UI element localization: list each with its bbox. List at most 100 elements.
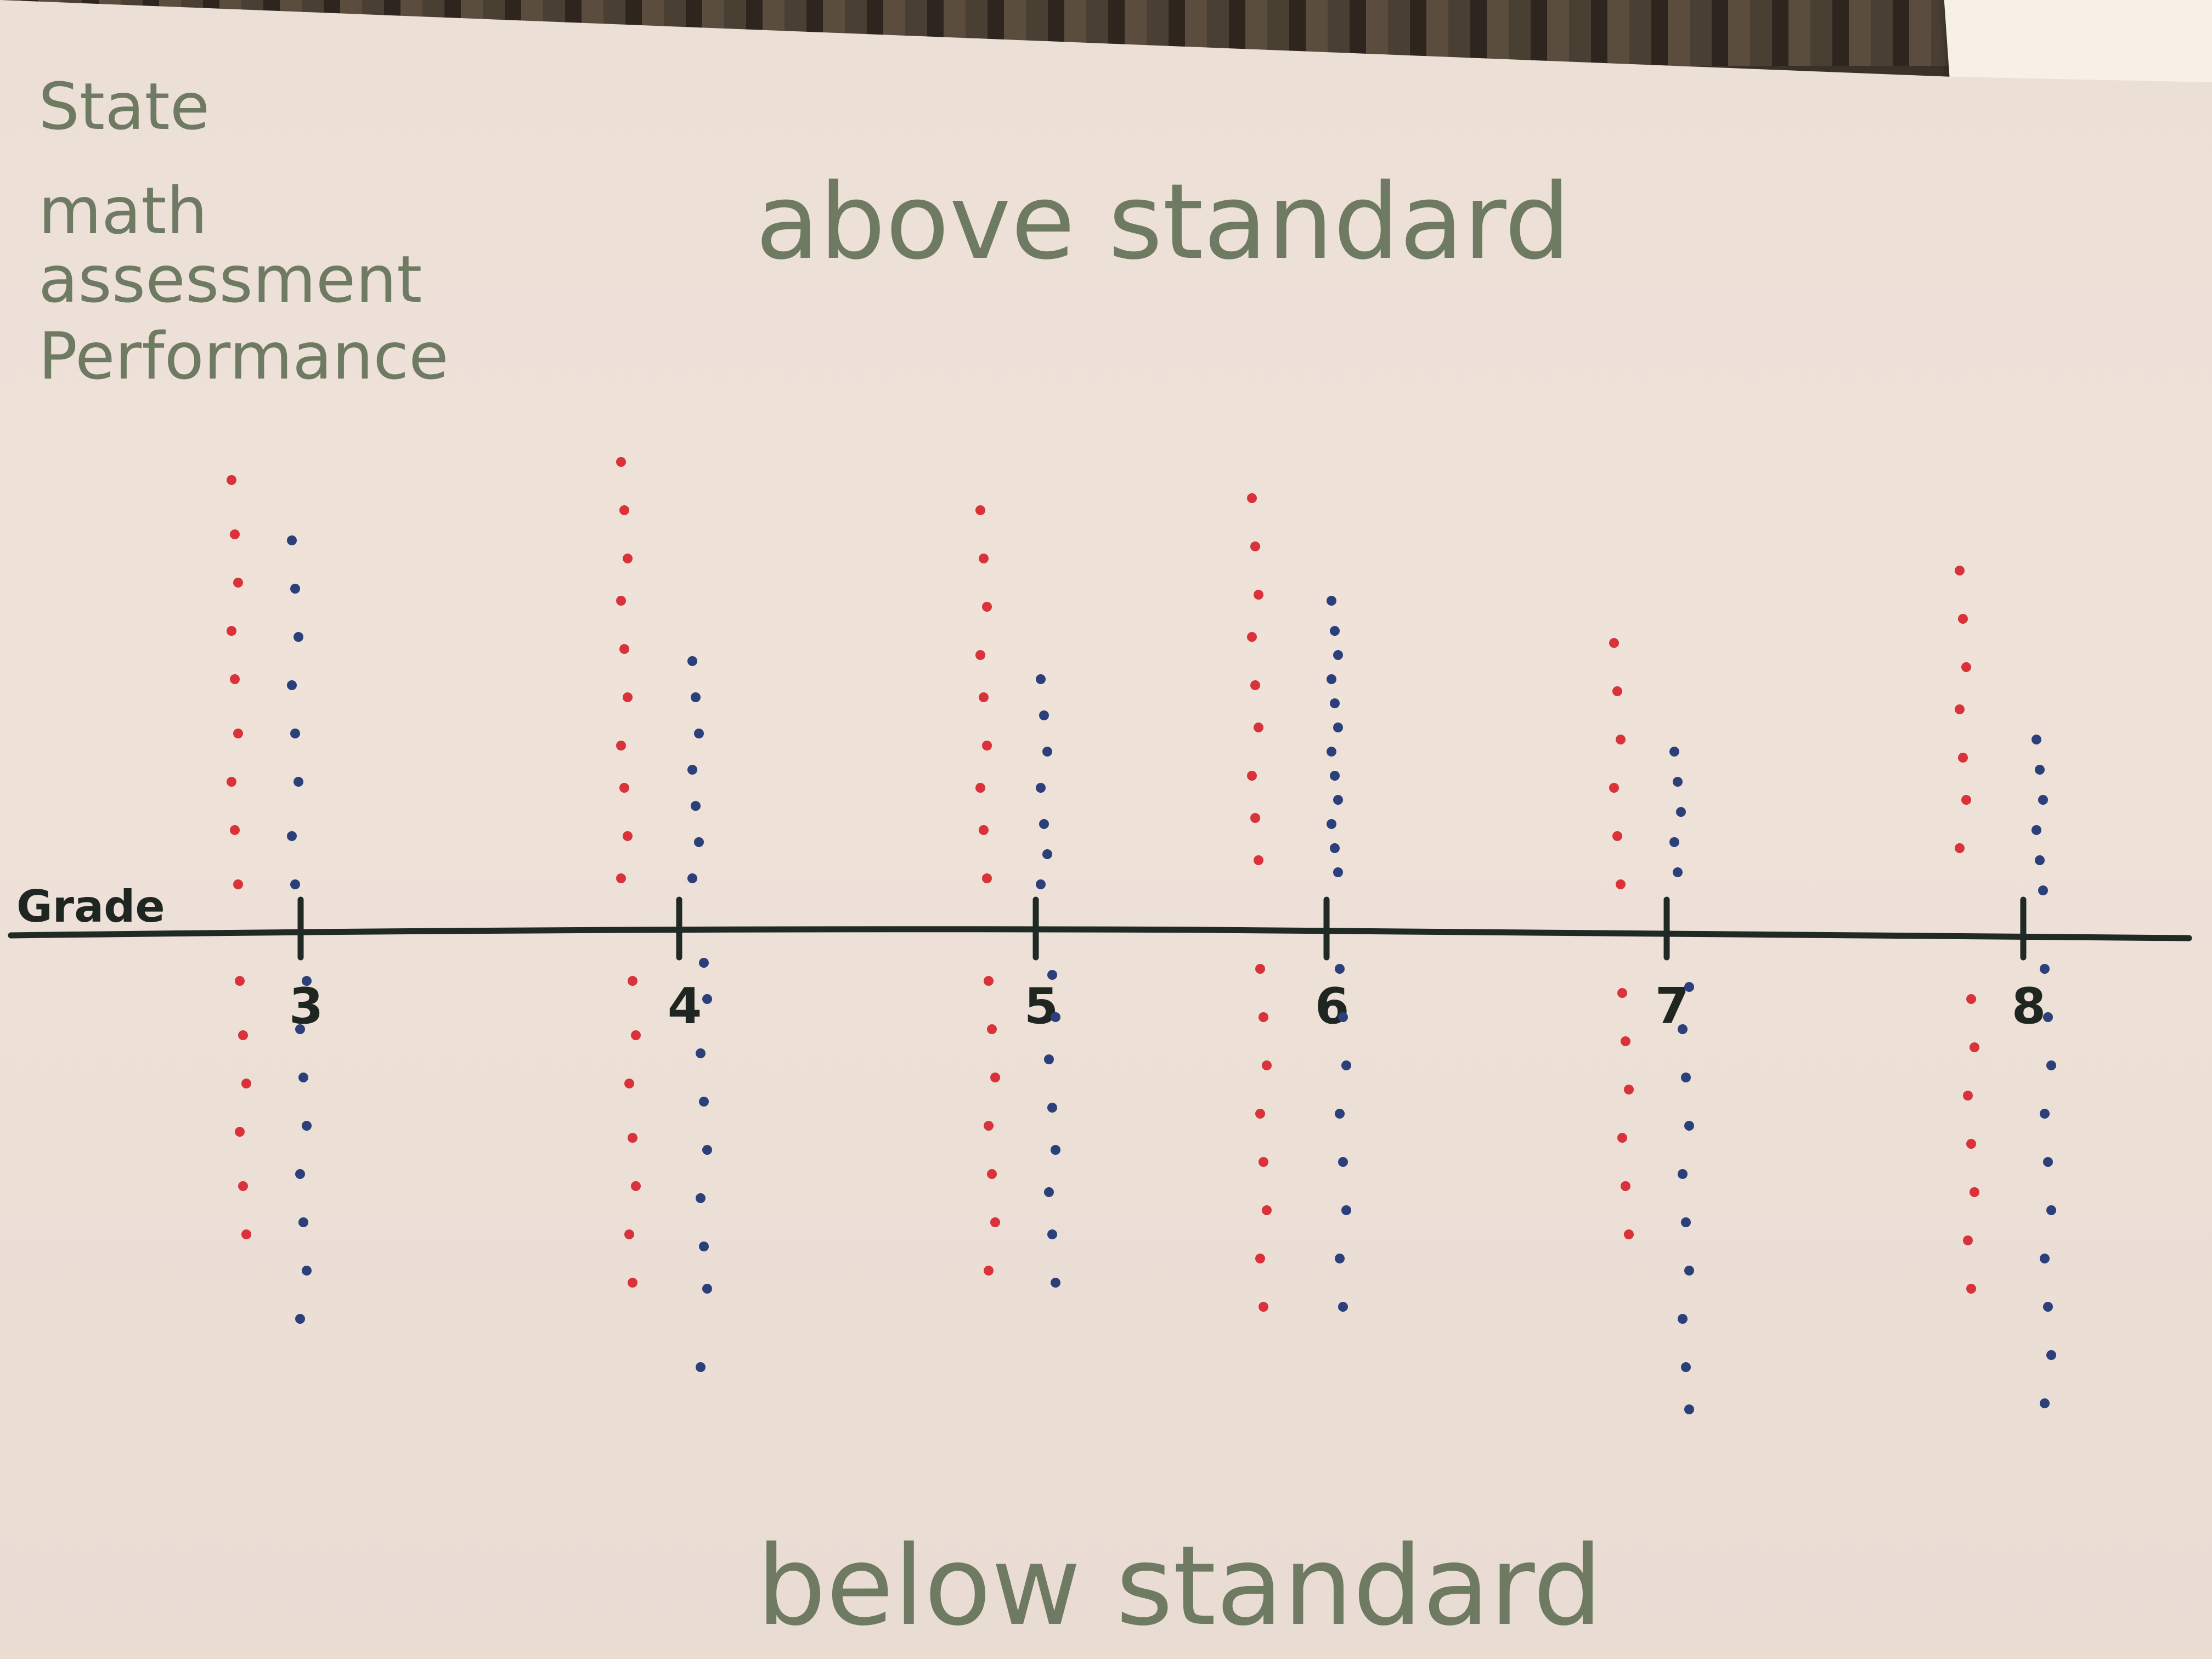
data-point: [624, 1229, 634, 1239]
data-point: [235, 1127, 245, 1137]
data-point: [1262, 1205, 1272, 1215]
data-point: [294, 632, 303, 642]
data-point: [2040, 1398, 2050, 1408]
data-point: [694, 837, 704, 847]
data-point: [233, 578, 243, 588]
data-point: [984, 1266, 994, 1276]
data-point: [1961, 662, 1971, 672]
data-point: [628, 1278, 637, 1288]
data-point: [295, 1169, 305, 1179]
x-tick-label: 5: [1024, 978, 1059, 1035]
data-point: [982, 873, 992, 883]
data-points: [227, 457, 2056, 1414]
data-point: [1616, 879, 1626, 889]
data-point: [302, 1121, 312, 1131]
data-point: [687, 656, 697, 666]
data-point: [631, 1181, 641, 1191]
data-point: [1678, 1314, 1688, 1324]
data-point: [619, 505, 629, 515]
data-point: [1609, 638, 1619, 648]
title-line: State: [38, 69, 210, 144]
data-point: [1958, 753, 1968, 763]
data-point: [982, 602, 992, 612]
data-point: [1247, 771, 1257, 781]
data-point: [687, 765, 697, 775]
data-point: [290, 879, 300, 889]
data-point: [1966, 994, 1976, 1004]
data-point: [1955, 566, 1965, 575]
data-point: [1335, 1109, 1345, 1119]
data-point: [987, 1169, 997, 1179]
data-point: [287, 831, 297, 841]
data-point: [287, 535, 297, 545]
data-point: [298, 1073, 308, 1082]
data-point: [1961, 795, 1971, 805]
above-standard-label: above standard: [755, 161, 1571, 283]
data-point: [1036, 674, 1046, 684]
data-point: [290, 584, 300, 594]
data-point: [1624, 1085, 1634, 1094]
data-point: [1327, 596, 1336, 606]
data-point: [616, 596, 626, 606]
data-point: [1678, 1169, 1688, 1179]
data-point: [1247, 493, 1257, 503]
x-tick-label: 8: [2012, 978, 2046, 1035]
data-point: [1673, 867, 1683, 877]
data-point: [1669, 837, 1679, 847]
data-point: [1338, 1012, 1348, 1022]
data-point: [1624, 1229, 1634, 1239]
data-point: [1047, 1229, 1057, 1239]
x-tick-label: 6: [1315, 978, 1350, 1035]
data-point: [233, 729, 243, 738]
data-point: [238, 1181, 248, 1191]
data-point: [696, 1362, 706, 1372]
data-point: [298, 1217, 308, 1227]
data-point: [1254, 723, 1263, 732]
data-point: [1333, 795, 1343, 805]
data-point: [230, 674, 240, 684]
data-point: [699, 1242, 709, 1251]
data-point: [1333, 723, 1343, 732]
data-point: [230, 825, 240, 835]
data-point: [1327, 819, 1336, 829]
data-point: [628, 1133, 637, 1143]
data-point: [691, 801, 701, 811]
data-point: [1259, 1302, 1268, 1312]
data-point: [982, 741, 992, 751]
data-point: [227, 475, 236, 485]
data-point: [987, 1024, 997, 1034]
below-standard-label: below standard: [757, 1522, 1602, 1650]
data-point: [975, 783, 985, 793]
data-point: [1684, 1404, 1694, 1414]
data-point: [1051, 1012, 1060, 1022]
data-point: [1051, 1278, 1060, 1288]
data-point: [631, 1030, 641, 1040]
data-point: [2038, 795, 2048, 805]
data-point: [1338, 1302, 1348, 1312]
data-point: [699, 958, 709, 968]
data-point: [1341, 1205, 1351, 1215]
data-point: [1259, 1012, 1268, 1022]
data-point: [691, 692, 701, 702]
data-point: [1335, 1254, 1345, 1263]
data-point: [1955, 843, 1965, 853]
data-point: [1250, 680, 1260, 690]
data-point: [1330, 626, 1340, 636]
data-point: [1955, 704, 1965, 714]
data-point: [623, 554, 633, 563]
data-point: [1250, 813, 1260, 823]
data-point: [616, 873, 626, 883]
data-point: [1042, 849, 1052, 859]
data-point: [2040, 1109, 2050, 1119]
data-point: [227, 777, 236, 787]
data-point: [1676, 807, 1686, 817]
data-point: [1047, 1103, 1057, 1113]
data-point: [975, 650, 985, 660]
data-point: [619, 783, 629, 793]
data-point: [616, 741, 626, 751]
data-point: [979, 825, 989, 835]
data-point: [2035, 855, 2045, 865]
data-point: [1036, 879, 1046, 889]
data-point: [1684, 1266, 1694, 1276]
